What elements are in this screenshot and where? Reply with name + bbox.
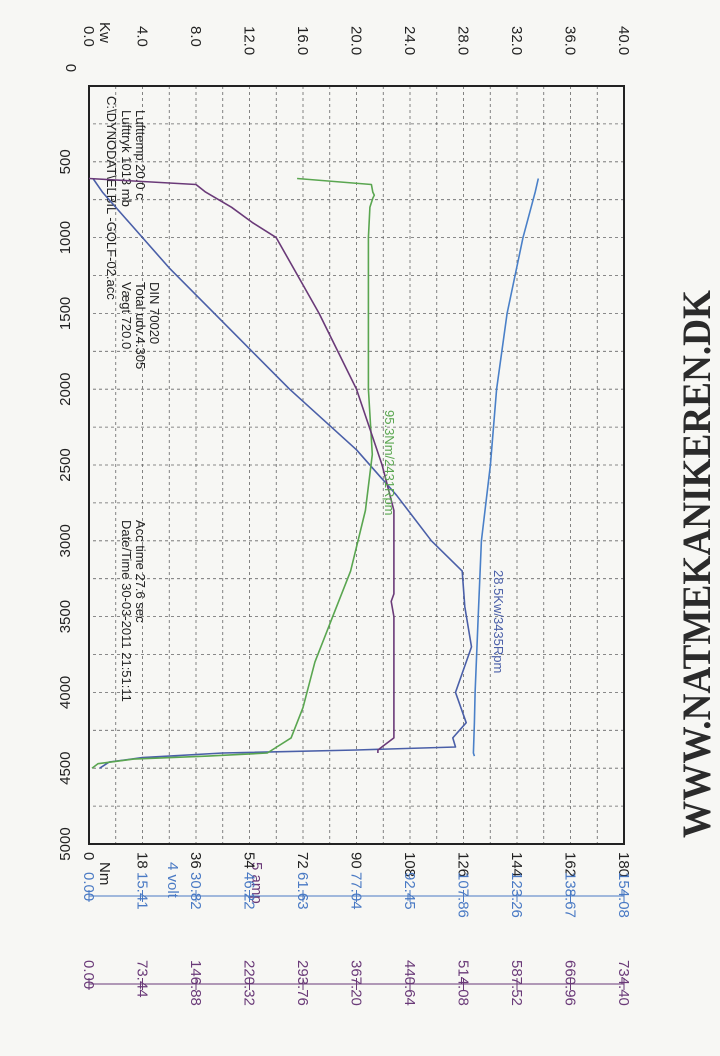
kw-tick-label: 4.0 [134,26,151,47]
volt-tick-label: 107.86 [455,872,472,918]
volt-tick-label: 61.63 [294,872,311,910]
kw-tick-label: 20.0 [348,26,365,55]
header-datetime: Date/Time 30-03-2011 21:51:11 [119,520,134,702]
rpm-tick-label: 5000 [57,827,74,860]
volt-tick-label: 0.00 [80,872,97,901]
volt-tick-label: 15.41 [134,872,151,910]
amp-tick-label: 73.44 [134,960,151,998]
header-vaegt: Vægt 720.0 [119,282,134,349]
peak-annotation: 28.5Kw/3435Rpm [491,570,506,673]
amp-tick-label: 0.00 [80,960,97,989]
rpm-tick-label: 500 [57,149,74,174]
nm-tick-label: 108 [401,852,418,877]
volt-tick-label: 92.45 [401,872,418,910]
rpm-tick-label: 3500 [57,600,74,633]
amp-tick-label: 587.52 [508,960,525,1006]
kw-tick-label: 0.0 [80,26,97,47]
nm-tick-label: 54 [241,852,258,869]
rpm-tick-label: 2500 [57,448,74,481]
rpm-tick-label: 4500 [57,752,74,785]
rpm-tick-label: 1000 [57,221,74,254]
voltage-curve [472,178,540,757]
torque-curve [91,177,376,769]
kw-tick-label: 12.0 [241,26,258,55]
watermark: WWW.NATMEKANIKEREN.DK [674,290,719,838]
nm-tick-label: 90 [348,852,365,869]
kw-tick-label: 40.0 [615,26,632,55]
axis-label-amp: 5 amp [248,862,265,904]
rpm-tick-label: 3000 [57,524,74,557]
plot-frame [88,85,625,845]
rpm-tick-label: 1500 [57,297,74,330]
amp-tick-label: 146.88 [187,960,204,1006]
amp-tick-label: 220.32 [241,960,258,1006]
header-luft-tryk: Lufttryk 1013 mb [119,110,134,207]
amp-tick-label: 367.20 [348,960,365,1006]
amp-tick-label: 660.96 [562,960,579,1006]
rpm-tick-label: 0 [63,64,80,72]
header-file: C:\DYNODAT\ELBIL -GOLF-02.acc [104,96,119,300]
axis-label-kw: Kw [96,22,113,43]
volt-tick-label: 123.26 [508,872,525,918]
rpm-tick-label: 2000 [57,373,74,406]
volt-tick-label: 77.04 [348,872,365,910]
volt-tick-label: 138.67 [562,872,579,918]
volt-tick-label: 46.22 [241,872,258,910]
volt-tick-label: 30.82 [187,872,204,910]
nm-tick-label: 0 [80,852,97,860]
header-total: Total udv.4.305 [133,282,148,369]
volt-tick-label: 154.08 [615,872,632,918]
nm-tick-label: 126 [455,852,472,877]
kw-tick-label: 16.0 [294,26,311,55]
nm-tick-label: 18 [134,852,151,869]
kw-tick-label: 8.0 [187,26,204,47]
header-luft-temp: Lufttemp 20.0 c [133,110,148,200]
kw-tick-label: 28.0 [455,26,472,55]
amp-tick-label: 293.76 [294,960,311,1006]
amp-tick-label: 734.40 [615,960,632,1006]
axis-label-nm: Nm [96,862,113,885]
nm-tick-label: 144 [508,852,525,877]
kw-tick-label: 24.0 [401,26,418,55]
header-din: DIN 70020 [147,282,162,344]
nm-tick-label: 36 [187,852,204,869]
nm-tick-label: 180 [615,852,632,877]
rpm-tick-label: 4000 [57,676,74,709]
header-acc-time: Acc time 27.6 sec [133,520,148,623]
kw-tick-label: 32.0 [508,26,525,55]
nm-tick-label: 72 [294,852,311,869]
kw-tick-label: 36.0 [562,26,579,55]
power-curve [92,178,473,769]
peak-annotation: 95.3Nm/2431Rpm [382,410,397,516]
amp-tick-label: 440.64 [401,960,418,1006]
axis-label-volt: 4 volt [164,862,181,899]
amp-tick-label: 514.08 [455,960,472,1006]
current-curve [88,177,395,753]
nm-tick-label: 162 [562,852,579,877]
